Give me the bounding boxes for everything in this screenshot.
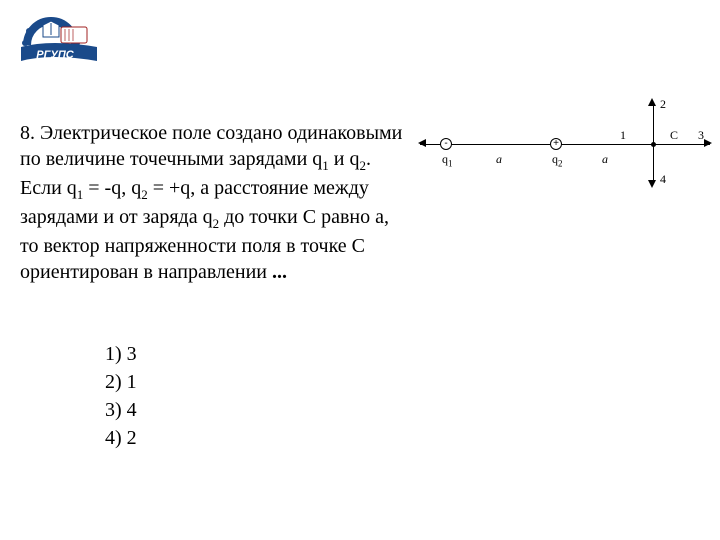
option-2: 2) 1 — [105, 368, 137, 396]
c-label: С — [670, 128, 678, 143]
field-diagram: - q1 + q2 a a 1 2 3 4 С — [420, 100, 710, 190]
point-c — [651, 142, 656, 147]
problem-number: 8. — [20, 122, 35, 144]
dir-1: 1 — [620, 128, 626, 143]
q1-label: q1 — [442, 152, 453, 168]
option-4: 4) 2 — [105, 424, 137, 452]
option-1: 1) 3 — [105, 340, 137, 368]
problem-text: 8. Электрическое поле создано одинаковым… — [20, 120, 410, 285]
dir-3: 3 — [698, 128, 704, 143]
charge-q2: + — [550, 138, 562, 150]
distance-a2: a — [602, 152, 608, 167]
answer-options: 1) 3 2) 1 3) 4 4) 2 — [105, 340, 137, 452]
arrow-up-icon — [648, 98, 656, 106]
arrow-right-icon — [704, 139, 712, 147]
arrow-left-icon — [418, 139, 426, 147]
q2-label: q2 — [552, 152, 563, 168]
dir-2: 2 — [660, 97, 666, 112]
charge-q1: - — [440, 138, 452, 150]
arrow-down-icon — [648, 180, 656, 188]
horizontal-axis — [420, 144, 710, 145]
dir-4: 4 — [660, 172, 666, 187]
option-3: 3) 4 — [105, 396, 137, 424]
logo-text: РГУПС — [36, 49, 74, 61]
distance-a1: a — [496, 152, 502, 167]
university-logo: РГУПС — [15, 15, 105, 75]
